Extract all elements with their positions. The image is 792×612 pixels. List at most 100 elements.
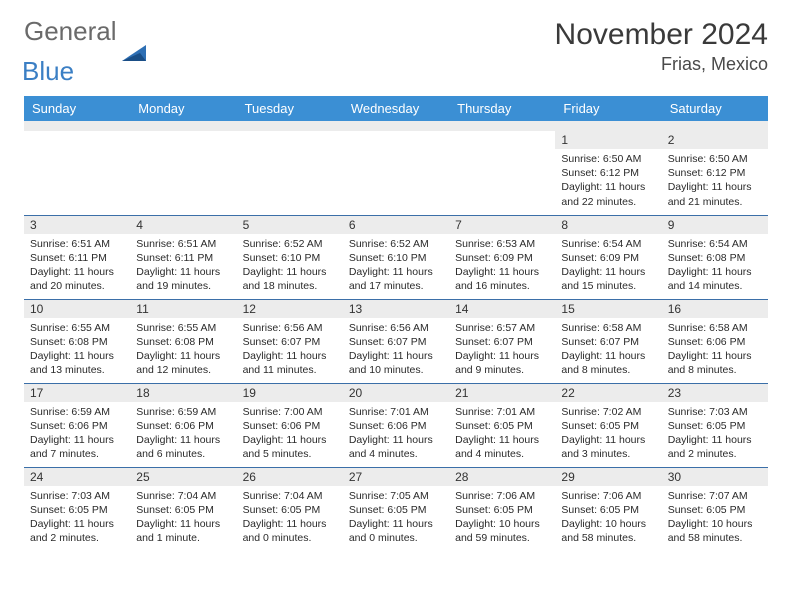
day-body: Sunrise: 7:06 AMSunset: 6:05 PMDaylight:… xyxy=(449,486,555,550)
logo-text-blue: Blue xyxy=(22,58,117,84)
day-number: 22 xyxy=(555,384,661,402)
day-number: 18 xyxy=(130,384,236,402)
calendar-cell: 28Sunrise: 7:06 AMSunset: 6:05 PMDayligh… xyxy=(449,467,555,551)
calendar-cell: 26Sunrise: 7:04 AMSunset: 6:05 PMDayligh… xyxy=(237,467,343,551)
day-header: Thursday xyxy=(449,96,555,121)
calendar-cell: 22Sunrise: 7:02 AMSunset: 6:05 PMDayligh… xyxy=(555,383,661,467)
day-number: 1 xyxy=(555,131,661,149)
day-number: 3 xyxy=(24,216,130,234)
day-body: Sunrise: 7:04 AMSunset: 6:05 PMDaylight:… xyxy=(237,486,343,550)
day-body: Sunrise: 6:50 AMSunset: 6:12 PMDaylight:… xyxy=(662,149,768,213)
day-number: 21 xyxy=(449,384,555,402)
calendar-cell: 17Sunrise: 6:59 AMSunset: 6:06 PMDayligh… xyxy=(24,383,130,467)
day-body: Sunrise: 6:53 AMSunset: 6:09 PMDaylight:… xyxy=(449,234,555,298)
day-body: Sunrise: 7:03 AMSunset: 6:05 PMDaylight:… xyxy=(662,402,768,466)
day-body: Sunrise: 7:01 AMSunset: 6:05 PMDaylight:… xyxy=(449,402,555,466)
calendar-cell: 18Sunrise: 6:59 AMSunset: 6:06 PMDayligh… xyxy=(130,383,236,467)
day-number: 29 xyxy=(555,468,661,486)
day-number: 26 xyxy=(237,468,343,486)
day-body: Sunrise: 6:58 AMSunset: 6:06 PMDaylight:… xyxy=(662,318,768,382)
day-body: Sunrise: 6:50 AMSunset: 6:12 PMDaylight:… xyxy=(555,149,661,213)
day-body: Sunrise: 6:51 AMSunset: 6:11 PMDaylight:… xyxy=(130,234,236,298)
day-number: 10 xyxy=(24,300,130,318)
day-body: Sunrise: 6:54 AMSunset: 6:08 PMDaylight:… xyxy=(662,234,768,298)
logo-text-general: General xyxy=(24,18,117,44)
calendar-cell: 20Sunrise: 7:01 AMSunset: 6:06 PMDayligh… xyxy=(343,383,449,467)
day-body: Sunrise: 7:01 AMSunset: 6:06 PMDaylight:… xyxy=(343,402,449,466)
calendar-cell xyxy=(343,131,449,215)
day-number: 13 xyxy=(343,300,449,318)
day-number: 14 xyxy=(449,300,555,318)
day-header: Monday xyxy=(130,96,236,121)
calendar-cell: 9Sunrise: 6:54 AMSunset: 6:08 PMDaylight… xyxy=(662,215,768,299)
calendar-cell: 4Sunrise: 6:51 AMSunset: 6:11 PMDaylight… xyxy=(130,215,236,299)
calendar-cell: 19Sunrise: 7:00 AMSunset: 6:06 PMDayligh… xyxy=(237,383,343,467)
day-number: 28 xyxy=(449,468,555,486)
day-number: 11 xyxy=(130,300,236,318)
day-header: Sunday xyxy=(24,96,130,121)
calendar-cell: 10Sunrise: 6:55 AMSunset: 6:08 PMDayligh… xyxy=(24,299,130,383)
day-number: 16 xyxy=(662,300,768,318)
day-body: Sunrise: 6:57 AMSunset: 6:07 PMDaylight:… xyxy=(449,318,555,382)
calendar-cell: 12Sunrise: 6:56 AMSunset: 6:07 PMDayligh… xyxy=(237,299,343,383)
calendar-cell xyxy=(237,131,343,215)
calendar-cell: 2Sunrise: 6:50 AMSunset: 6:12 PMDaylight… xyxy=(662,131,768,215)
day-body: Sunrise: 6:52 AMSunset: 6:10 PMDaylight:… xyxy=(343,234,449,298)
day-number: 24 xyxy=(24,468,130,486)
calendar-cell xyxy=(24,131,130,215)
day-body: Sunrise: 6:54 AMSunset: 6:09 PMDaylight:… xyxy=(555,234,661,298)
day-body: Sunrise: 7:04 AMSunset: 6:05 PMDaylight:… xyxy=(130,486,236,550)
day-number: 30 xyxy=(662,468,768,486)
day-number: 20 xyxy=(343,384,449,402)
day-body: Sunrise: 7:05 AMSunset: 6:05 PMDaylight:… xyxy=(343,486,449,550)
calendar-cell: 30Sunrise: 7:07 AMSunset: 6:05 PMDayligh… xyxy=(662,467,768,551)
day-number: 15 xyxy=(555,300,661,318)
calendar-table: SundayMondayTuesdayWednesdayThursdayFrid… xyxy=(24,96,768,551)
day-number: 4 xyxy=(130,216,236,234)
day-body: Sunrise: 6:55 AMSunset: 6:08 PMDaylight:… xyxy=(24,318,130,382)
calendar-cell: 21Sunrise: 7:01 AMSunset: 6:05 PMDayligh… xyxy=(449,383,555,467)
calendar-cell: 3Sunrise: 6:51 AMSunset: 6:11 PMDaylight… xyxy=(24,215,130,299)
location-subtitle: Frias, Mexico xyxy=(555,54,768,75)
logo: General Blue xyxy=(24,18,150,84)
day-body: Sunrise: 7:03 AMSunset: 6:05 PMDaylight:… xyxy=(24,486,130,550)
header: General Blue November 2024 Frias, Mexico xyxy=(24,18,768,84)
day-number: 12 xyxy=(237,300,343,318)
day-number: 5 xyxy=(237,216,343,234)
day-number: 8 xyxy=(555,216,661,234)
day-number: 2 xyxy=(662,131,768,149)
calendar-cell: 15Sunrise: 6:58 AMSunset: 6:07 PMDayligh… xyxy=(555,299,661,383)
day-number: 27 xyxy=(343,468,449,486)
calendar-cell: 14Sunrise: 6:57 AMSunset: 6:07 PMDayligh… xyxy=(449,299,555,383)
calendar-cell: 7Sunrise: 6:53 AMSunset: 6:09 PMDaylight… xyxy=(449,215,555,299)
calendar-header-row: SundayMondayTuesdayWednesdayThursdayFrid… xyxy=(24,96,768,121)
day-body: Sunrise: 7:00 AMSunset: 6:06 PMDaylight:… xyxy=(237,402,343,466)
day-header: Wednesday xyxy=(343,96,449,121)
calendar-cell: 16Sunrise: 6:58 AMSunset: 6:06 PMDayligh… xyxy=(662,299,768,383)
calendar-cell: 1Sunrise: 6:50 AMSunset: 6:12 PMDaylight… xyxy=(555,131,661,215)
calendar-cell: 23Sunrise: 7:03 AMSunset: 6:05 PMDayligh… xyxy=(662,383,768,467)
day-body: Sunrise: 6:52 AMSunset: 6:10 PMDaylight:… xyxy=(237,234,343,298)
day-number: 23 xyxy=(662,384,768,402)
day-number: 9 xyxy=(662,216,768,234)
calendar-cell: 27Sunrise: 7:05 AMSunset: 6:05 PMDayligh… xyxy=(343,467,449,551)
day-number: 7 xyxy=(449,216,555,234)
title-block: November 2024 Frias, Mexico xyxy=(555,18,768,75)
day-number: 6 xyxy=(343,216,449,234)
day-header: Friday xyxy=(555,96,661,121)
page-title: November 2024 xyxy=(555,18,768,52)
day-body: Sunrise: 6:59 AMSunset: 6:06 PMDaylight:… xyxy=(130,402,236,466)
calendar-cell: 11Sunrise: 6:55 AMSunset: 6:08 PMDayligh… xyxy=(130,299,236,383)
day-body: Sunrise: 6:55 AMSunset: 6:08 PMDaylight:… xyxy=(130,318,236,382)
day-number: 19 xyxy=(237,384,343,402)
day-body: Sunrise: 7:07 AMSunset: 6:05 PMDaylight:… xyxy=(662,486,768,550)
day-header: Saturday xyxy=(662,96,768,121)
calendar-cell: 13Sunrise: 6:56 AMSunset: 6:07 PMDayligh… xyxy=(343,299,449,383)
day-number: 17 xyxy=(24,384,130,402)
logo-triangle-icon xyxy=(122,43,150,63)
day-body: Sunrise: 7:06 AMSunset: 6:05 PMDaylight:… xyxy=(555,486,661,550)
day-body: Sunrise: 7:02 AMSunset: 6:05 PMDaylight:… xyxy=(555,402,661,466)
calendar-cell: 6Sunrise: 6:52 AMSunset: 6:10 PMDaylight… xyxy=(343,215,449,299)
calendar-cell: 8Sunrise: 6:54 AMSunset: 6:09 PMDaylight… xyxy=(555,215,661,299)
calendar-cell xyxy=(130,131,236,215)
